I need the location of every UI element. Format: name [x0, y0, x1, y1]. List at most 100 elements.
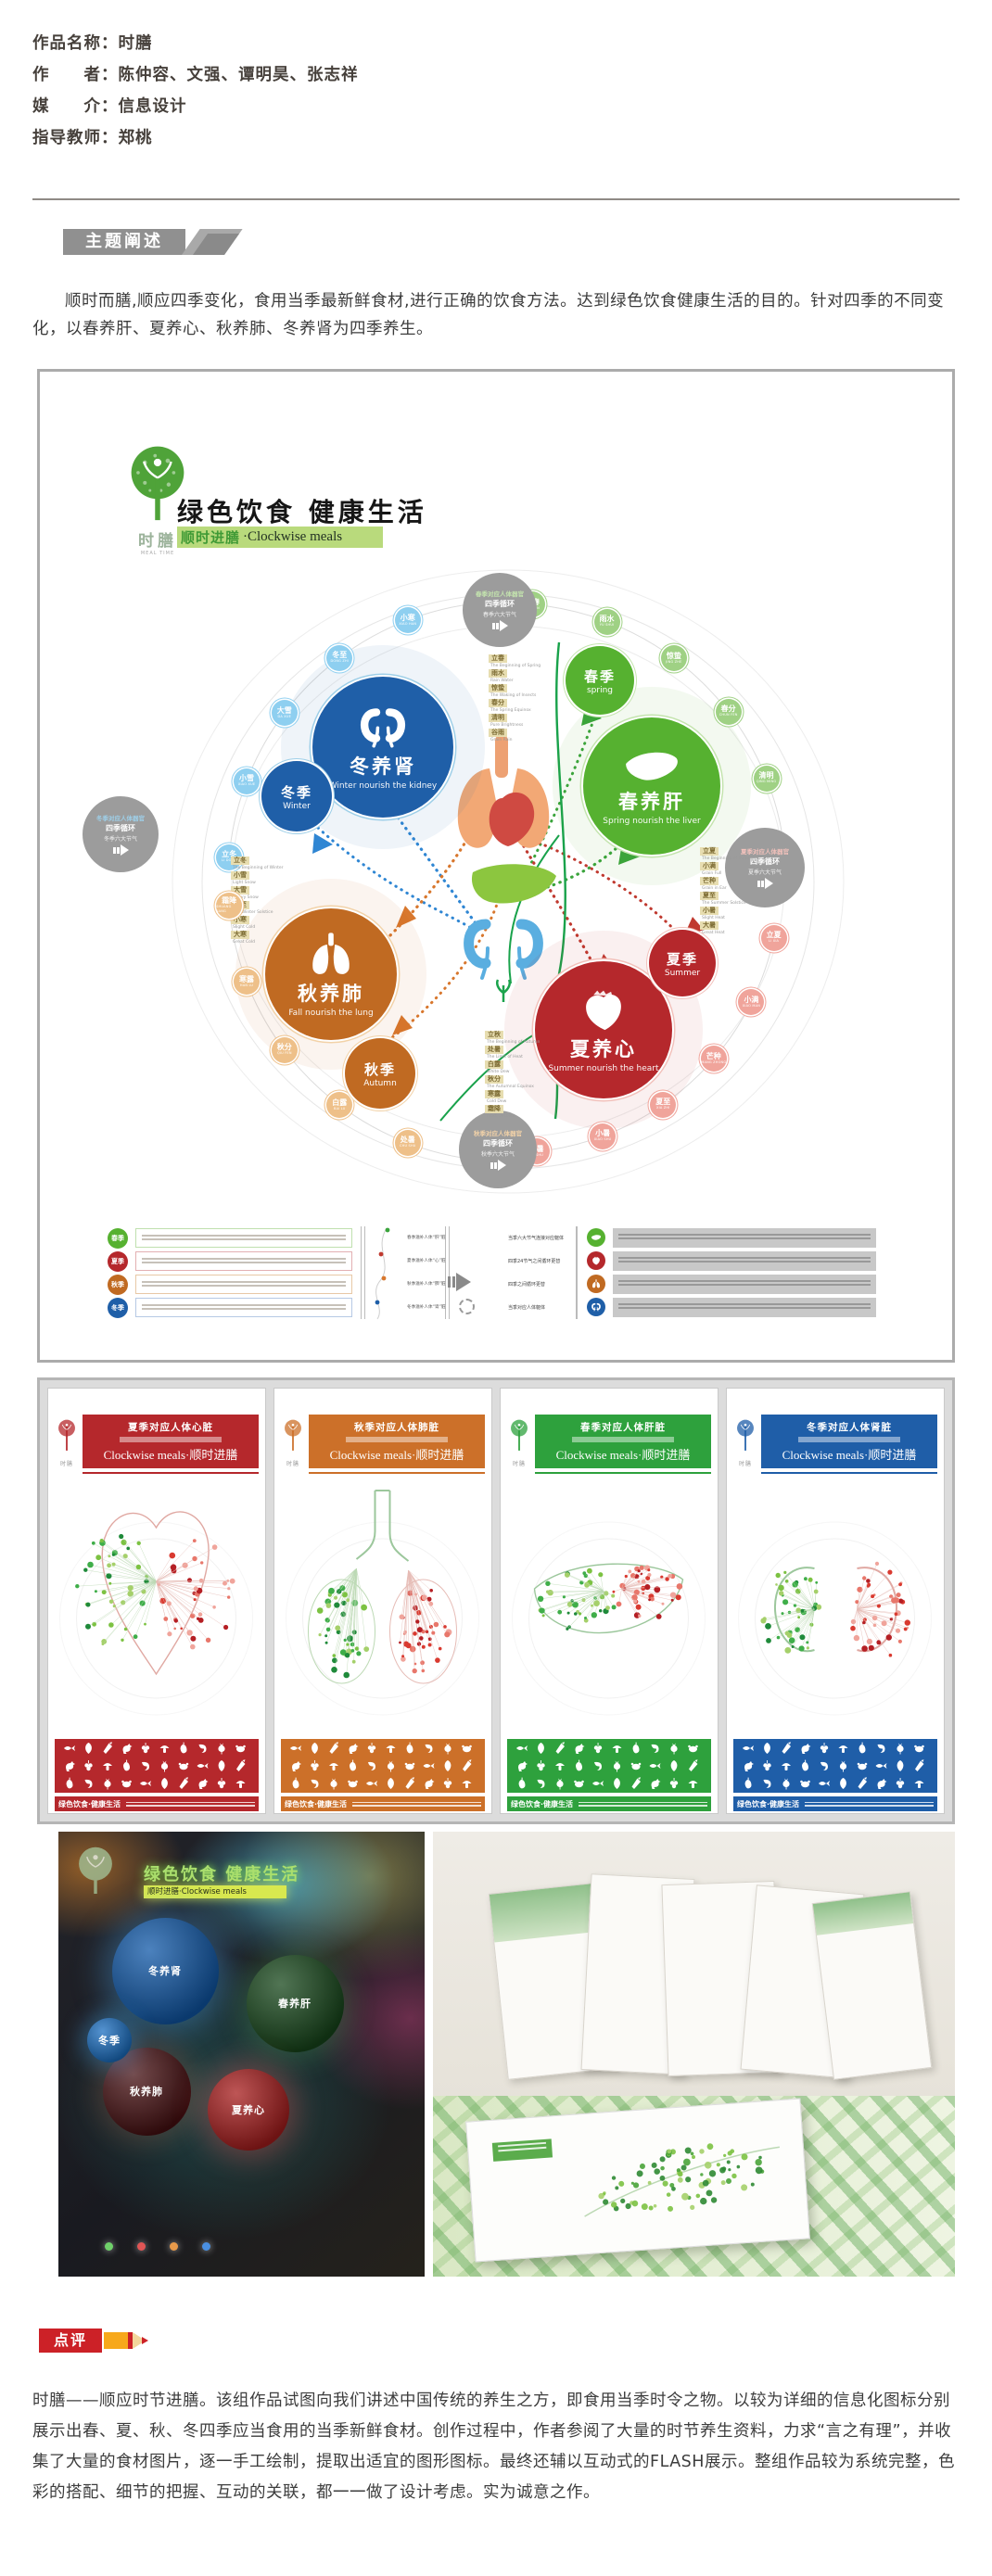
subposter-title: 春季对应人体肝脏	[580, 1422, 666, 1433]
food-icon	[406, 1742, 413, 1754]
food-icon	[312, 1743, 318, 1754]
info-line: 秋季对应人体器官	[474, 1130, 522, 1137]
subposter-strip: 时膳 夏季对应人体心脏 Clockwise meals·顺时进膳 绿色饮食·健康生活时…	[37, 1377, 955, 1824]
season-circle-title: 秋养肺	[298, 982, 364, 1005]
term-chip: 立冬	[231, 857, 249, 865]
food-icon	[386, 1745, 396, 1753]
solar-term-pinyin: CHU SHU	[399, 1144, 416, 1148]
season-badge-en: spring	[586, 685, 614, 695]
subposter-footer: 绿色饮食·健康生活	[55, 1796, 259, 1811]
legend-flow-label: 四季24节气之间循环更替	[508, 1259, 561, 1264]
term-chip: 谷雨	[489, 729, 507, 737]
food-icon	[387, 1760, 395, 1772]
footer-fine-print	[352, 1800, 481, 1808]
food-icon	[311, 1760, 319, 1771]
header-underline	[309, 1472, 485, 1474]
solar-term-name: 立夏	[766, 931, 782, 940]
photo-circle-4: 冬季	[87, 2018, 132, 2062]
food-icon	[121, 1780, 132, 1788]
subposter-subtitle: Clockwise meals·顺时进膳	[103, 1448, 238, 1462]
solar-term-pinyin: SHUANG JIANG	[216, 905, 232, 914]
food-icon	[366, 1781, 377, 1786]
food-icon	[235, 1781, 246, 1788]
tree-logo-icon	[131, 446, 184, 521]
food-icon	[425, 1779, 435, 1789]
season-badge-cn: 夏季	[666, 950, 698, 968]
food-icon	[915, 1759, 924, 1771]
tree-logo-icon: 时膳	[279, 1416, 307, 1470]
solar-term-pinyin: XIAO XUE	[237, 782, 256, 787]
term-chip: 秋分	[485, 1075, 503, 1084]
legend-description-box	[613, 1251, 876, 1271]
food-icon	[782, 1778, 790, 1790]
term-list-row: 惊蛰 The Waking of Insects	[489, 676, 568, 698]
tree-logo-icon: 时膳	[53, 1416, 81, 1470]
solar-term-name: 处暑	[400, 1136, 415, 1145]
term-list-row: 夏至 The Summer Solstice	[700, 883, 780, 906]
term-english: Grain Full	[702, 871, 722, 876]
food-icon	[329, 1763, 338, 1770]
subposter-2: 时膳 秋季对应人体肺脏 Clockwise meals·顺时进膳 绿色饮食·健康生活	[273, 1388, 492, 1814]
season-badge-spring: 春季 spring	[566, 646, 634, 715]
info-line: 四季循环	[750, 857, 780, 866]
solar-term-pinyin: XIAO HAN	[399, 621, 417, 626]
food-icon	[462, 1745, 472, 1753]
solar-term-node-spring-1: 雨水 YU SHUI	[593, 608, 620, 635]
term-list-row: 谷雨 Grain Rain	[489, 720, 568, 742]
food-icon	[670, 1760, 678, 1771]
header-underline	[83, 1472, 259, 1474]
season-badge-cn: 冬季	[280, 783, 312, 801]
food-icon	[575, 1744, 585, 1754]
solar-term-name: 立冬	[222, 850, 237, 859]
food-icons-grid	[743, 1742, 924, 1790]
legend-season-circle: 夏季	[108, 1251, 128, 1272]
term-chip: 小满	[700, 862, 719, 870]
solar-term-node-spring-4: 清明 QING MING	[753, 765, 780, 792]
solar-term-node-summer-1: 小满 XIAO MAN	[738, 989, 765, 1016]
legend-description-box	[613, 1275, 876, 1294]
organ-tree-diagram	[734, 1479, 936, 1732]
arrow-icon	[490, 1160, 506, 1171]
term-list-row: 白露 White Dew	[485, 1052, 565, 1074]
solar-term-node-summer-3: 夏至 XIA ZHI	[650, 1091, 677, 1118]
subposter-3: 时膳 春季对应人体肝脏 Clockwise meals·顺时进膳 绿色饮食·健康生活	[500, 1388, 719, 1814]
food-icon	[103, 1763, 112, 1770]
term-list-row: 雨水 Rain Water	[489, 661, 568, 683]
food-icon	[630, 1762, 642, 1770]
autumn-term-list: 立秋 The Beginning of Autumn 处暑 The Limit of …	[485, 1022, 565, 1119]
solar-term-pinyin: JING ZHE	[666, 659, 682, 664]
food-icon	[555, 1742, 565, 1754]
food-icon	[197, 1763, 209, 1769]
info-circle-summer: 夏季对应人体器官 四季循环 夏季六大节气	[725, 828, 805, 907]
food-icon	[518, 1777, 526, 1789]
subposter-title: 冬季对应人体肾脏	[807, 1422, 892, 1433]
season-badge-winter: 冬季 Winter	[261, 761, 332, 831]
food-icon	[593, 1743, 603, 1754]
sprout-glyph	[496, 979, 511, 1002]
footer-brand-text: 绿色饮食·健康生活	[737, 1799, 800, 1808]
subposter-subtitle: Clockwise meals·顺时进膳	[555, 1448, 691, 1462]
food-icon	[800, 1780, 810, 1788]
food-icon	[688, 1745, 698, 1753]
food-icon	[462, 1781, 472, 1788]
term-chip: 清明	[489, 714, 507, 722]
food-icon	[516, 1745, 528, 1751]
legend-organ-label: 夏季滋补人体“心”脏	[407, 1259, 446, 1263]
work-meta: 作品名称：时膳 作 者：陈仲容、文强、谭明昊、张志祥 媒 介：信息设计 指导教师…	[32, 28, 359, 154]
spring-term-list: 立春 The Beginning of Spring 雨水 Rain Water 惊蛰 T…	[489, 646, 568, 742]
solar-term-name: 秋分	[276, 1043, 292, 1052]
term-chip: 小暑	[700, 907, 719, 915]
meta-authors: 作 者：陈仲容、文强、谭明昊、张志祥	[32, 66, 359, 84]
food-icon	[537, 1779, 545, 1788]
food-icon	[877, 1779, 887, 1789]
food-icon	[896, 1778, 905, 1789]
legend-organ-label: 冬季滋补人体“肾”脏	[407, 1305, 446, 1310]
food-icon	[423, 1763, 435, 1769]
food-icon	[875, 1763, 887, 1769]
food-icon-band	[507, 1739, 711, 1793]
food-icon	[537, 1760, 545, 1771]
info-circle-winter: 冬季对应人体器官 四季循环 冬季六大节气	[83, 796, 159, 872]
poster-subtitle-band: 顺时进膳 ·Clockwise meals	[177, 527, 383, 548]
legend-season-circle: 秋季	[108, 1275, 128, 1295]
